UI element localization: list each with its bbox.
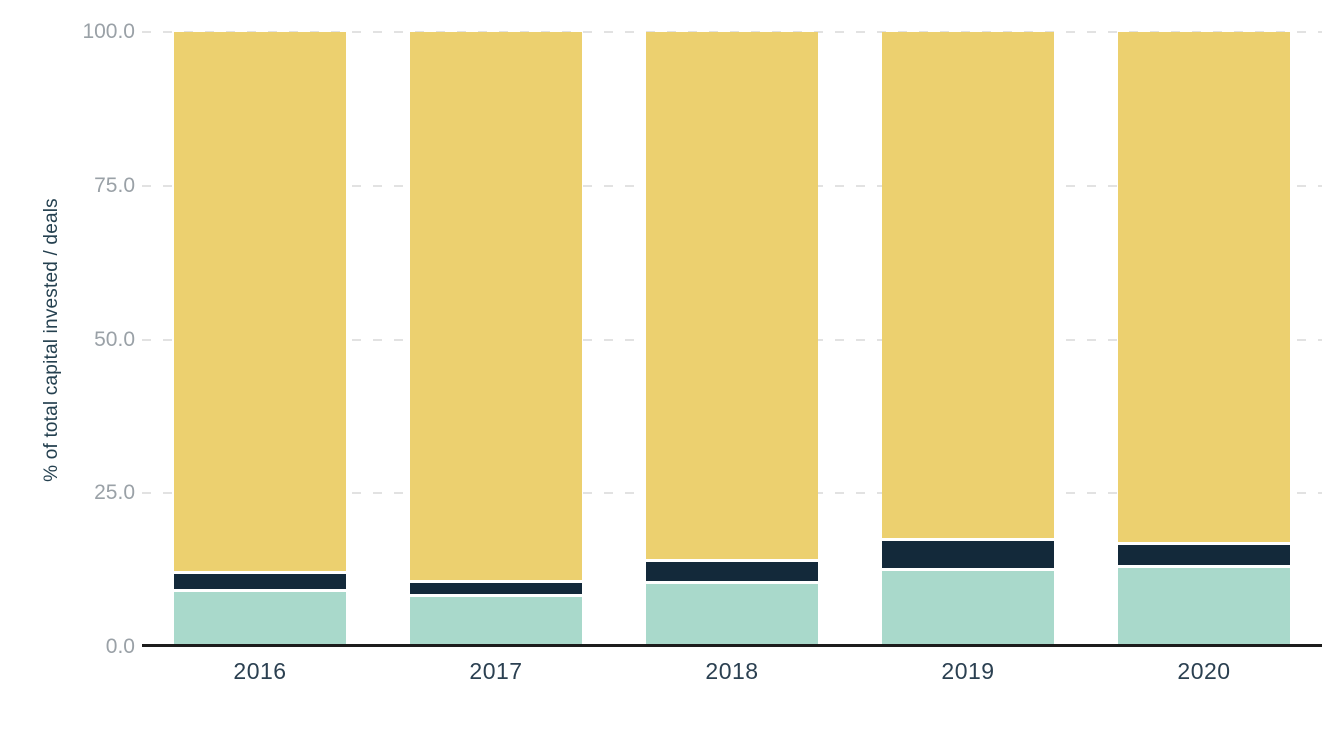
y-tick-label-0.0: 0.0 [105,635,135,658]
bar-2018-teal-bottom-segment [646,584,818,647]
y-tick-label-25.0: 25.0 [94,481,135,505]
bar-2020-dark-navy-middle-segment [1118,544,1290,568]
bar-2017-teal-bottom-segment [410,596,582,647]
bar-2019-yellow-top-segment [882,32,1054,542]
x-label-2016: 2016 [233,658,287,684]
bar-2018-dark-navy-middle-segment [646,561,818,585]
bar-2020-teal-bottom-segment [1118,567,1290,647]
y-tick-label-75.0: 75.0 [94,173,135,197]
bar-2016-dark-navy-middle-segment [174,573,346,592]
x-label-2020: 2020 [1177,658,1231,684]
bar-2019-dark-navy-middle-segment [882,541,1054,571]
bar-2016-yellow-top-segment [174,32,346,574]
x-label-2018: 2018 [705,658,759,684]
y-tick-label-50.0: 50.0 [94,327,135,351]
plot-area [142,31,1322,647]
x-label-2019: 2019 [941,658,995,684]
bar-2016-teal-bottom-segment [174,591,346,647]
bar-2020-yellow-top-segment [1118,32,1290,545]
bar-2017-yellow-top-segment [410,32,582,583]
bar-2017-dark-navy-middle-segment [410,583,582,597]
x-axis-line [142,644,1322,647]
y-tick-label-100.0: 100.0 [82,20,135,43]
bar-2018-yellow-top-segment [646,32,818,562]
bar-2019-teal-bottom-segment [882,570,1054,647]
x-label-2017: 2017 [469,658,523,684]
